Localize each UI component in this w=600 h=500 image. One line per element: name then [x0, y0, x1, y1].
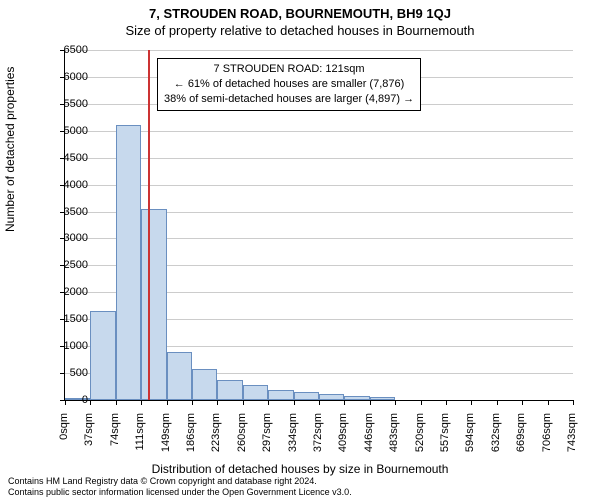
x-tick-label: 334sqm: [287, 413, 299, 473]
histogram-bar: [116, 125, 141, 400]
x-tick: [192, 400, 193, 405]
x-tick: [370, 400, 371, 405]
x-tick-label: 111sqm: [134, 413, 146, 473]
y-tick-label: 2500: [48, 259, 88, 271]
histogram-bar: [141, 209, 166, 400]
x-tick-label: 0sqm: [58, 413, 70, 473]
x-tick: [522, 400, 523, 405]
y-tick-label: 1500: [48, 313, 88, 325]
x-tick-label: 223sqm: [210, 413, 222, 473]
histogram-bar: [217, 380, 242, 400]
x-tick: [395, 400, 396, 405]
x-tick: [548, 400, 549, 405]
reference-line: [148, 50, 150, 400]
footer-attribution: Contains HM Land Registry data © Crown c…: [8, 476, 352, 498]
x-tick-label: 520sqm: [414, 413, 426, 473]
y-tick-label: 500: [48, 367, 88, 379]
x-tick-label: 409sqm: [337, 413, 349, 473]
y-tick-label: 5500: [48, 98, 88, 110]
x-tick-label: 594sqm: [464, 413, 476, 473]
y-tick-label: 1000: [48, 340, 88, 352]
x-tick: [319, 400, 320, 405]
x-tick: [573, 400, 574, 405]
chart-title-main: 7, STROUDEN ROAD, BOURNEMOUTH, BH9 1QJ: [0, 0, 600, 21]
x-tick: [471, 400, 472, 405]
footer-line1: Contains HM Land Registry data © Crown c…: [8, 476, 352, 487]
x-tick: [268, 400, 269, 405]
y-gridline: [65, 131, 573, 132]
info-box-line3: 38% of semi-detached houses are larger (…: [164, 92, 414, 107]
x-tick-label: 372sqm: [312, 413, 324, 473]
y-tick-label: 4500: [48, 152, 88, 164]
x-tick-label: 557sqm: [439, 413, 451, 473]
x-tick-label: 743sqm: [566, 413, 578, 473]
histogram-bar: [268, 390, 293, 400]
x-tick-label: 483sqm: [388, 413, 400, 473]
y-tick-label: 3000: [48, 232, 88, 244]
x-tick-label: 669sqm: [515, 413, 527, 473]
histogram-bar: [90, 311, 115, 400]
x-tick: [344, 400, 345, 405]
x-tick: [116, 400, 117, 405]
x-tick-label: 297sqm: [261, 413, 273, 473]
x-tick-label: 260sqm: [236, 413, 248, 473]
x-tick-label: 186sqm: [185, 413, 197, 473]
y-tick-label: 5000: [48, 125, 88, 137]
y-tick-label: 6000: [48, 71, 88, 83]
x-tick: [167, 400, 168, 405]
histogram-bar: [243, 385, 268, 400]
x-tick-label: 149sqm: [160, 413, 172, 473]
info-box-line2: ← 61% of detached houses are smaller (7,…: [164, 77, 414, 92]
x-tick: [243, 400, 244, 405]
y-gridline: [65, 158, 573, 159]
histogram-bar: [192, 369, 217, 400]
histogram-bar: [294, 392, 319, 400]
histogram-bar: [344, 396, 369, 400]
x-tick: [446, 400, 447, 405]
histogram-bar: [370, 397, 395, 400]
histogram-bar: [167, 352, 192, 400]
x-tick: [497, 400, 498, 405]
y-tick-label: 4000: [48, 179, 88, 191]
chart-area: 7 STROUDEN ROAD: 121sqm ← 61% of detache…: [64, 50, 572, 400]
x-tick: [217, 400, 218, 405]
histogram-bar: [319, 394, 344, 400]
reference-info-box: 7 STROUDEN ROAD: 121sqm ← 61% of detache…: [157, 58, 421, 111]
y-tick-label: 3500: [48, 206, 88, 218]
x-tick: [90, 400, 91, 405]
x-tick: [294, 400, 295, 405]
x-tick: [421, 400, 422, 405]
y-tick-label: 0: [48, 394, 88, 406]
info-box-line1: 7 STROUDEN ROAD: 121sqm: [164, 62, 414, 77]
x-tick: [141, 400, 142, 405]
plot-area: 7 STROUDEN ROAD: 121sqm ← 61% of detache…: [64, 50, 573, 401]
y-tick-label: 2000: [48, 286, 88, 298]
chart-title-sub: Size of property relative to detached ho…: [0, 21, 600, 38]
y-gridline: [65, 50, 573, 51]
y-tick-label: 6500: [48, 44, 88, 56]
x-tick-label: 446sqm: [363, 413, 375, 473]
x-tick-label: 74sqm: [109, 413, 121, 473]
footer-line2: Contains public sector information licen…: [8, 487, 352, 498]
y-axis-label: Number of detached properties: [3, 67, 17, 232]
x-tick-label: 632sqm: [490, 413, 502, 473]
x-tick-label: 37sqm: [83, 413, 95, 473]
x-tick-label: 706sqm: [541, 413, 553, 473]
y-gridline: [65, 185, 573, 186]
